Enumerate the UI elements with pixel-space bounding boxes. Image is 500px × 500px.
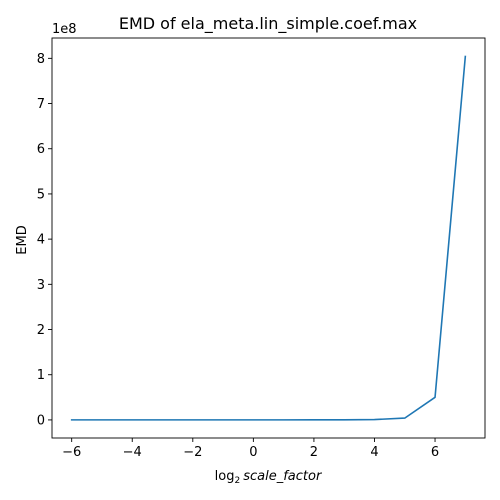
x-tick-label: −6 xyxy=(62,445,81,460)
x-tick-label: −4 xyxy=(123,445,142,460)
y-tick-label: 7 xyxy=(37,97,45,112)
y-tick-label: 4 xyxy=(37,233,45,248)
x-tick-label: 0 xyxy=(249,445,257,460)
y-tick-label: 3 xyxy=(37,278,45,293)
x-axis-label: log2 scale_factor xyxy=(215,469,323,486)
y-tick-label: 1 xyxy=(37,368,45,383)
x-axis-label-base: 2 xyxy=(235,476,241,486)
x-tick-label: −2 xyxy=(183,445,202,460)
x-tick-label: 4 xyxy=(370,445,378,460)
plot-area: −6 −4 −2 0 2 4 6 0 1 2 3 4 5 6 7 8 xyxy=(37,37,486,460)
x-tick-label: 2 xyxy=(310,445,318,460)
series-line-0 xyxy=(70,55,467,421)
chart-title: EMD of ela_meta.lin_simple.coef.max xyxy=(119,14,417,34)
x-axis-label-func: log xyxy=(215,469,235,484)
x-tick-label: 6 xyxy=(431,445,439,460)
y-tick-label: 6 xyxy=(37,142,45,157)
y-tick-label: 2 xyxy=(37,323,45,338)
y-offset-label: 1e8 xyxy=(52,22,77,37)
y-tick-label: 5 xyxy=(37,187,45,202)
y-tick-label: 0 xyxy=(37,413,45,428)
plot-frame xyxy=(51,37,486,439)
x-axis-label-var: scale_factor xyxy=(243,469,323,484)
y-axis-label: EMD xyxy=(15,225,30,254)
y-tick-label: 8 xyxy=(37,52,45,67)
